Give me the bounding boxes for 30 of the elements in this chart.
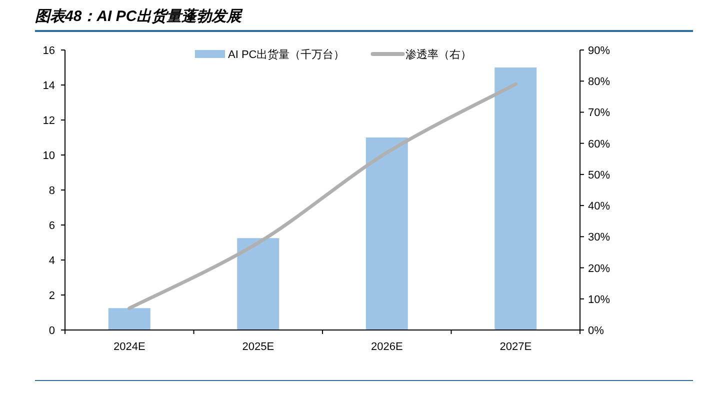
bar [494, 68, 537, 330]
legend-label: AI PC出货量（千万台） [228, 48, 345, 61]
y-tick-label: 0 [48, 325, 55, 337]
y-tick-label: 8 [48, 185, 55, 197]
y-tick-label: 2 [48, 290, 55, 302]
y2-tick-label: 80% [588, 76, 610, 88]
y2-tick-label: 30% [588, 232, 610, 244]
y2-tick-label: 50% [588, 169, 610, 182]
chart-title: 图表48：AI PC出货量蓬勃发展 [35, 4, 693, 32]
bar [366, 138, 408, 330]
y-tick-label: 6 [48, 220, 55, 232]
y2-tick-label: 60% [588, 138, 610, 150]
y-tick-label: 10 [42, 150, 55, 162]
y2-tick-label: 90% [588, 45, 610, 57]
x-tick-label: 2027E [500, 341, 532, 353]
y-tick-label: 14 [42, 80, 55, 92]
x-tick-label: 2024E [113, 341, 146, 353]
legend-label: 渗透率（右） [406, 48, 472, 61]
y2-tick-label: 70% [588, 107, 610, 120]
y2-tick-label: 0% [588, 325, 604, 337]
y-tick-label: 4 [48, 255, 55, 267]
y-tick-label: 16 [42, 45, 55, 57]
bar [237, 238, 280, 330]
bar [108, 308, 150, 330]
y2-tick-label: 10% [588, 294, 610, 306]
y2-tick-label: 20% [588, 262, 610, 275]
x-tick-label: 2025E [242, 341, 274, 353]
y2-tick-label: 40% [588, 200, 610, 213]
x-tick-label: 2026E [370, 341, 403, 353]
y-tick-label: 12 [42, 115, 55, 127]
